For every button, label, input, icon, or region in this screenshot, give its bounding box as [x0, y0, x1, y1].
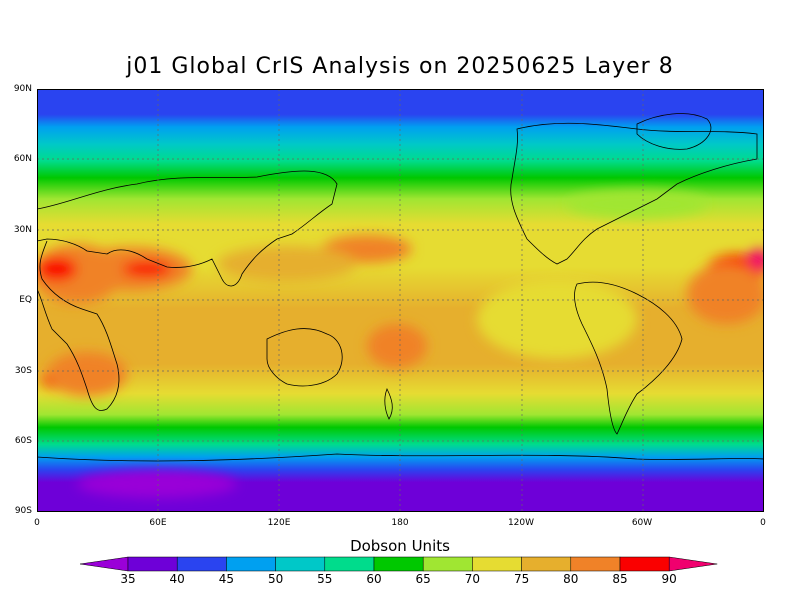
colorbar-segment: [422, 556, 473, 572]
lat-label-60s: 60S: [14, 436, 32, 446]
lat-label-60n: 60N: [13, 154, 32, 164]
colorbar-tick-label: 40: [169, 572, 185, 586]
lon-label-60w: 60W: [631, 518, 653, 528]
lon-label-0-east: 0: [760, 518, 766, 528]
lon-label-60e: 60E: [149, 518, 167, 528]
colorbar-tick-label: 85: [612, 572, 628, 586]
colorbar-tick-label: 65: [415, 572, 431, 586]
colorbar-segment: [373, 556, 424, 572]
grid-lines: [37, 89, 764, 512]
lon-label-0: 0: [34, 518, 40, 528]
ozone-anomalies: [37, 190, 764, 498]
colorbar-tick-label: 55: [317, 572, 333, 586]
colorbar-tick-label: 70: [464, 572, 481, 586]
colorbar-tick-label: 80: [563, 572, 579, 586]
lat-label-30s: 30S: [14, 366, 32, 376]
colorbar-segment: [176, 556, 227, 572]
colorbar: [80, 556, 718, 572]
ozone-field: [37, 89, 764, 512]
lat-label-90n: 90N: [13, 84, 32, 94]
colorbar-tick-label: 45: [218, 572, 235, 586]
colorbar-tick-label: 60: [366, 572, 382, 586]
colorbar-segment: [619, 556, 670, 572]
lat-label-eq: EQ: [19, 295, 32, 305]
colorbar-tick-label: 35: [120, 572, 136, 586]
colorbar-segment: [127, 556, 178, 572]
colorbar-segment-lowest: [80, 556, 129, 572]
colorbar-tick-label: 50: [267, 572, 284, 586]
lon-label-180: 180: [391, 518, 409, 528]
ozone-map: [37, 89, 764, 512]
colorbar-tick-label: 90: [661, 572, 677, 586]
map-frame: [37, 89, 764, 512]
colorbar-title: Dobson Units: [350, 537, 450, 555]
lon-label-120w: 120W: [507, 518, 535, 528]
colorbar-segment: [472, 556, 522, 572]
colorbar-segment: [570, 556, 621, 572]
colorbar-tick-label: 75: [513, 572, 530, 586]
colorbar-segment: [226, 556, 276, 572]
colorbar-segment: [521, 556, 572, 572]
lon-label-120e: 120E: [267, 518, 291, 528]
map-title: j01 Global CrIS Analysis on 20250625 Lay…: [126, 54, 674, 79]
colorbar-segment-highest: [668, 556, 718, 572]
colorbar-segment: [275, 556, 326, 572]
lat-label-30n: 30N: [13, 225, 32, 235]
coastlines: [37, 113, 764, 462]
colorbar-segment: [324, 556, 375, 572]
lat-label-90s: 90S: [14, 506, 32, 516]
